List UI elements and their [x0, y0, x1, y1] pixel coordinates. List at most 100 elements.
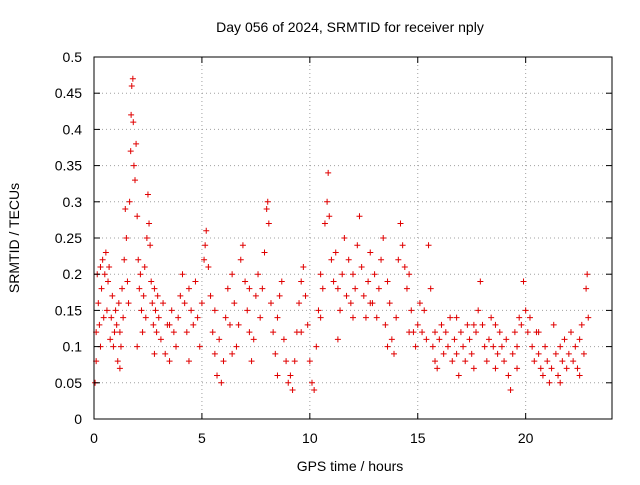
data-point — [345, 256, 352, 263]
data-point — [101, 271, 108, 278]
data-point — [485, 336, 492, 343]
data-point — [153, 329, 160, 336]
data-point — [183, 329, 190, 336]
y-tick-label: 0.25 — [55, 230, 82, 246]
data-point — [449, 358, 456, 365]
data-point — [518, 321, 525, 328]
data-point — [120, 314, 127, 321]
data-point — [375, 285, 382, 292]
data-point — [341, 235, 348, 241]
data-point — [317, 271, 324, 278]
data-point — [378, 256, 385, 263]
data-point — [194, 314, 201, 321]
data-point — [470, 365, 477, 372]
data-point — [371, 271, 378, 278]
data-point — [175, 314, 182, 321]
data-point — [451, 336, 458, 343]
data-point — [150, 321, 157, 328]
x-tick-label: 10 — [302, 430, 318, 446]
data-point — [160, 300, 167, 307]
data-point — [280, 336, 287, 343]
data-point — [552, 350, 559, 357]
data-point — [488, 314, 495, 321]
data-point — [112, 307, 119, 314]
data-point — [154, 292, 161, 299]
data-point — [514, 343, 521, 350]
data-point — [151, 350, 158, 357]
data-point — [399, 242, 406, 249]
data-point — [139, 329, 146, 336]
data-point — [444, 343, 451, 350]
data-point — [95, 300, 102, 307]
data-point — [453, 350, 460, 357]
data-point — [427, 285, 434, 292]
data-point — [201, 256, 208, 263]
data-point — [136, 285, 143, 292]
data-point — [124, 278, 131, 285]
data-point — [181, 300, 188, 307]
data-point — [109, 292, 116, 299]
data-point — [121, 256, 128, 263]
data-point — [264, 198, 271, 205]
data-point — [103, 307, 110, 314]
data-point — [231, 300, 238, 307]
data-point — [300, 263, 307, 270]
data-point — [229, 271, 236, 278]
data-point — [391, 350, 398, 357]
data-point — [511, 329, 518, 336]
data-point — [462, 358, 469, 365]
data-point — [142, 314, 149, 321]
data-point — [460, 343, 467, 350]
y-tick-label: 0.45 — [55, 85, 82, 101]
data-point — [531, 358, 538, 365]
data-point — [572, 343, 579, 350]
data-point — [429, 343, 436, 350]
y-axis-label: SRMTID / TECUs — [6, 183, 22, 293]
grid-lines — [94, 57, 612, 419]
data-point — [128, 111, 135, 118]
data-point — [416, 300, 423, 307]
data-point — [138, 307, 145, 314]
y-tick-label: 0.35 — [55, 158, 82, 174]
data-point — [550, 321, 557, 328]
data-point — [291, 358, 298, 365]
data-point — [133, 140, 140, 147]
x-axis-label: GPS time / hours — [297, 458, 404, 474]
data-point — [570, 358, 577, 365]
data-point — [207, 292, 214, 299]
data-point — [255, 271, 262, 278]
data-point — [563, 365, 570, 372]
data-point — [246, 285, 253, 292]
data-point — [114, 358, 121, 365]
data-point — [350, 271, 356, 278]
data-point — [347, 300, 354, 307]
data-point — [157, 336, 164, 343]
data-point — [496, 329, 503, 336]
y-tick-label: 0 — [74, 411, 82, 427]
data-point — [419, 329, 426, 336]
data-point — [289, 387, 296, 394]
data-point — [388, 336, 395, 343]
data-points — [92, 75, 592, 394]
data-point — [535, 329, 542, 336]
data-point — [226, 321, 233, 328]
data-point — [535, 350, 542, 357]
data-point — [162, 350, 169, 357]
data-point — [567, 329, 574, 336]
data-point — [425, 242, 432, 249]
data-point — [151, 285, 158, 292]
data-point — [559, 358, 566, 365]
data-point — [179, 271, 186, 278]
data-point — [130, 119, 137, 126]
data-point — [242, 278, 249, 285]
x-tick-label: 20 — [518, 430, 534, 446]
data-point — [99, 256, 106, 263]
data-point — [229, 350, 236, 357]
data-point — [244, 307, 251, 314]
data-point — [166, 321, 173, 328]
data-point — [537, 365, 544, 372]
data-point — [129, 75, 136, 82]
data-point — [421, 307, 428, 314]
data-point — [123, 235, 130, 241]
